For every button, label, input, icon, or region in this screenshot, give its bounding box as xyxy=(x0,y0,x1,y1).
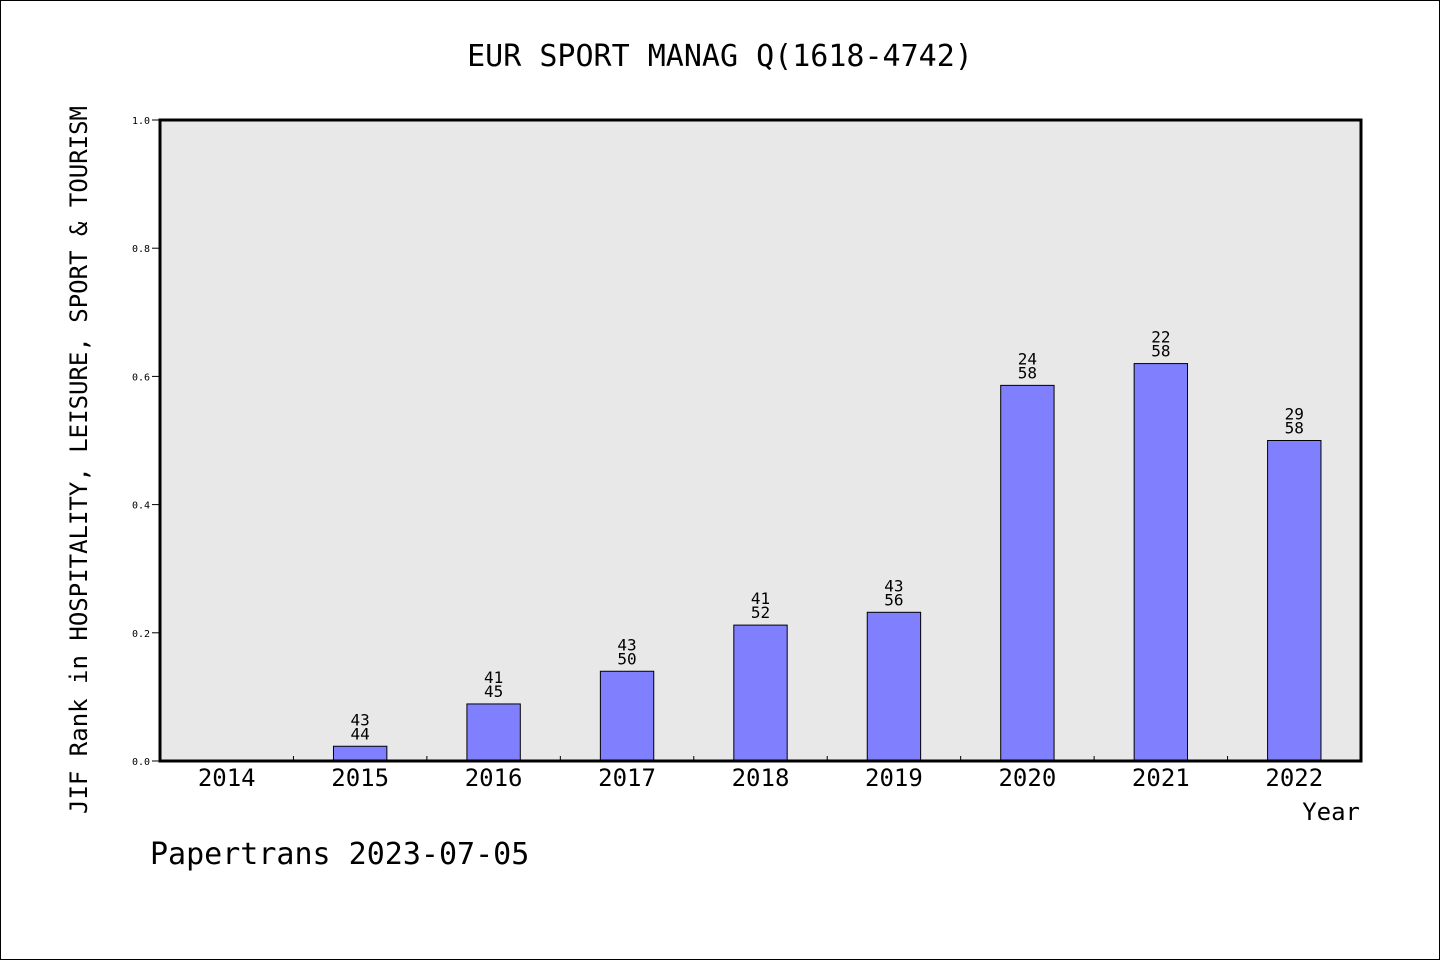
x-tick-label-2015: 2015 xyxy=(331,764,389,792)
bar-2021 xyxy=(1133,363,1189,762)
bar-2022 xyxy=(1267,440,1322,762)
bar-label-rank-2016: 41 xyxy=(484,668,503,687)
y-tick-label-0.4: 0.4 xyxy=(132,501,150,512)
footer-credit: Papertrans 2023-07-05 xyxy=(150,837,529,872)
bar-label-rank-2017: 43 xyxy=(617,635,636,654)
bar-label-rank-2018: 41 xyxy=(751,589,770,608)
bar-2015 xyxy=(332,745,388,762)
bar-2016 xyxy=(466,703,521,762)
x-axis: 2014 2015 2016 2017 2018 2019 2020 2021 2022 xyxy=(198,756,1323,792)
chart-title: EUR SPORT MANAG Q(1618-4742) xyxy=(467,39,973,74)
y-tick-label-1.0: 1.0 xyxy=(132,116,150,127)
x-tick-label-2014: 2014 xyxy=(198,764,256,792)
bar-label-total-2017: 50 xyxy=(617,649,636,668)
bar-label-rank-2020: 24 xyxy=(1018,349,1037,368)
bar-label-total-2022: 58 xyxy=(1285,419,1304,438)
x-axis-label: Year xyxy=(1302,798,1360,826)
y-tick-label-0.0: 0.0 xyxy=(132,757,150,768)
x-tick-label-2021: 2021 xyxy=(1132,764,1190,792)
bar-2019 xyxy=(866,611,922,762)
bar-label-rank-2021: 22 xyxy=(1151,328,1170,347)
y-axis-label: JIF Rank in HOSPITALITY, LEISURE, SPORT … xyxy=(65,106,93,814)
y-tick-label-0.8: 0.8 xyxy=(132,244,150,255)
x-tick-label-2019: 2019 xyxy=(865,764,923,792)
y-axis: 0.0 0.2 0.4 0.6 0.8 1.0 xyxy=(132,116,160,768)
bar-2017 xyxy=(599,670,655,762)
bar-label-total-2021: 58 xyxy=(1151,342,1170,361)
y-tick-label-0.6: 0.6 xyxy=(132,372,150,383)
x-tick-label-2020: 2020 xyxy=(998,764,1056,792)
bar-2020 xyxy=(1000,384,1055,762)
x-tick-label-2022: 2022 xyxy=(1265,764,1323,792)
bar-label-rank-2019: 43 xyxy=(884,576,903,595)
bar-2018 xyxy=(733,624,788,762)
bar-label-rank-2015: 43 xyxy=(351,710,370,729)
y-tick-label-0.2: 0.2 xyxy=(132,629,150,640)
bars-group xyxy=(332,363,1322,762)
bar-label-total-2015: 44 xyxy=(351,724,370,743)
bar-label-rank-2022: 29 xyxy=(1285,405,1304,424)
bar-label-total-2020: 58 xyxy=(1018,363,1037,382)
plot-border xyxy=(158,118,1363,763)
bar-label-total-2016: 45 xyxy=(484,682,503,701)
x-tick-label-2018: 2018 xyxy=(732,764,790,792)
bar-label-total-2018: 52 xyxy=(751,603,770,622)
x-tick-label-2017: 2017 xyxy=(598,764,656,792)
bar-label-total-2019: 56 xyxy=(884,590,903,609)
x-tick-label-2016: 2016 xyxy=(465,764,523,792)
